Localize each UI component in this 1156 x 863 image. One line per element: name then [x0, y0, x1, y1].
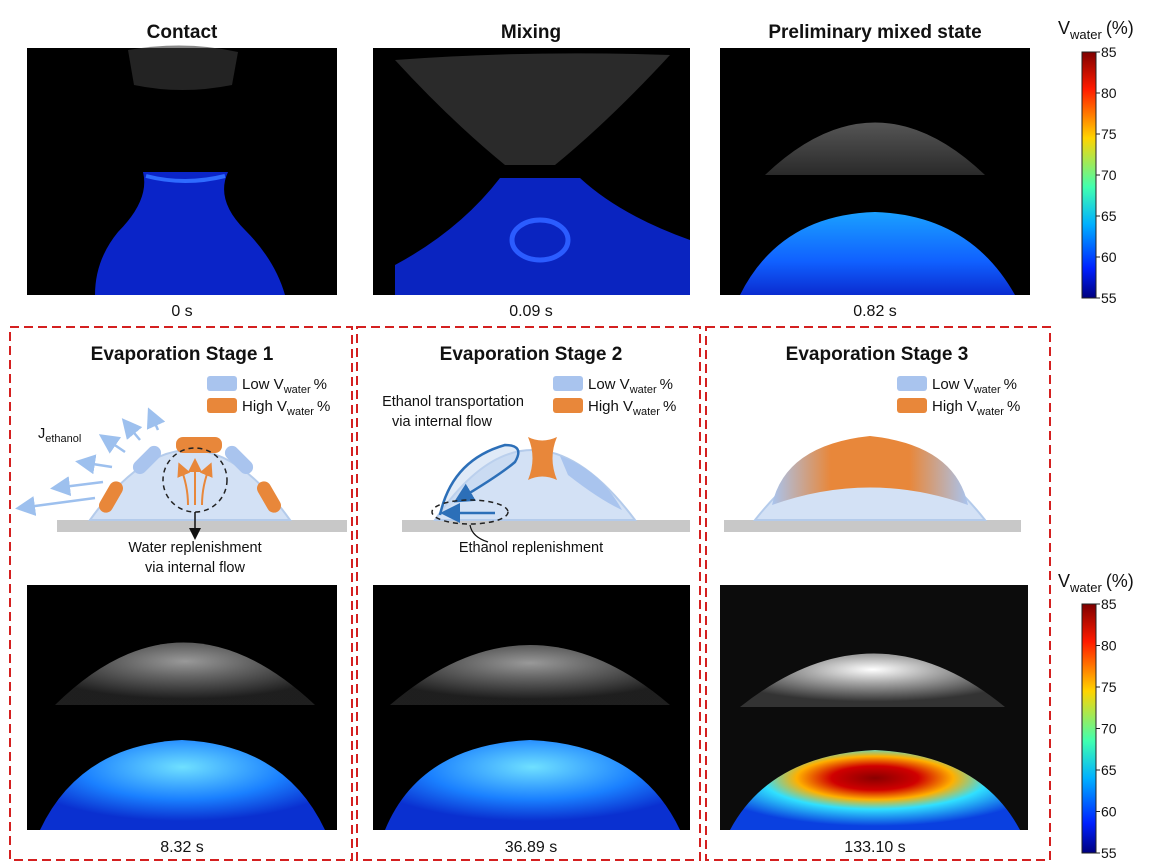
colorbar-tick-label: 75 — [1101, 126, 1117, 142]
colorbar-tick-label: 65 — [1101, 762, 1117, 778]
stage-title: Evaporation Stage 1 — [91, 344, 274, 365]
diagram-stage3 — [724, 436, 1021, 532]
legend: Low Vwater% High Vwater% — [207, 376, 330, 418]
colorbar-tick-label: 70 — [1101, 721, 1117, 737]
panel-title: Mixing — [501, 22, 561, 43]
colorbar-tick-label: 75 — [1101, 679, 1117, 695]
legend-high: High Vwater% — [588, 398, 676, 418]
diagram-stage1: Jethanol Water replenishment via interna… — [20, 412, 347, 576]
image-preliminary — [720, 48, 1030, 295]
flux-label: Jethanol — [38, 426, 81, 445]
time-label: 8.32 s — [160, 839, 204, 856]
annotation: Ethanol replenishment — [459, 540, 603, 556]
colorbar: Vwater(%) 85 80 75 70 65 60 55 — [1058, 571, 1134, 861]
colorbar-tick-label: 60 — [1101, 249, 1117, 265]
colorbar-tick-label: 80 — [1101, 85, 1117, 101]
colorbar-tick-label: 80 — [1101, 638, 1117, 654]
stage-title: Evaporation Stage 2 — [440, 344, 623, 365]
image-contact — [27, 45, 337, 295]
image-mixing — [373, 48, 690, 295]
colorbar: Vwater(%) 85 80 75 70 65 60 55 — [1058, 18, 1134, 306]
time-label: 133.10 s — [844, 839, 905, 856]
image-stage2 — [373, 585, 690, 830]
figure: Contact Mixing Preliminary mixed state 0… — [0, 0, 1156, 863]
time-label: 0.82 s — [853, 303, 897, 320]
colorbar-tick-label: 55 — [1101, 290, 1117, 306]
legend-high: High Vwater% — [932, 398, 1020, 418]
legend-low: Low Vwater% — [588, 376, 673, 396]
time-label: 0 s — [171, 303, 192, 320]
annotation: via internal flow — [392, 414, 492, 430]
time-label: 36.89 s — [505, 839, 557, 856]
image-stage1 — [27, 585, 337, 830]
time-label: 0.09 s — [509, 303, 553, 320]
colorbar-tick-label: 60 — [1101, 804, 1117, 820]
colorbar-tick-label: 70 — [1101, 167, 1117, 183]
colorbar-tick-label: 55 — [1101, 845, 1117, 861]
colorbar-tick-label: 85 — [1101, 596, 1117, 612]
legend-high: High Vwater% — [242, 398, 330, 418]
legend-low: Low Vwater% — [932, 376, 1017, 396]
diagram-stage2: Ethanol transportation via internal flow… — [382, 394, 690, 556]
legend: Low Vwater% High Vwater% — [553, 376, 676, 418]
stage-title: Evaporation Stage 3 — [786, 344, 969, 365]
colorbar-label: Vwater(%) — [1058, 18, 1134, 42]
image-stage3 — [720, 585, 1028, 830]
legend-low: Low Vwater% — [242, 376, 327, 396]
annotation: via internal flow — [145, 560, 245, 576]
colorbar-tick-label: 85 — [1101, 44, 1117, 60]
colorbar-tick-label: 65 — [1101, 208, 1117, 224]
colorbar-label: Vwater(%) — [1058, 571, 1134, 595]
annotation: Water replenishment — [128, 540, 261, 556]
legend: Low Vwater% High Vwater% — [897, 376, 1020, 418]
panel-title: Preliminary mixed state — [768, 22, 981, 43]
panel-title: Contact — [147, 22, 218, 43]
annotation: Ethanol transportation — [382, 394, 524, 410]
